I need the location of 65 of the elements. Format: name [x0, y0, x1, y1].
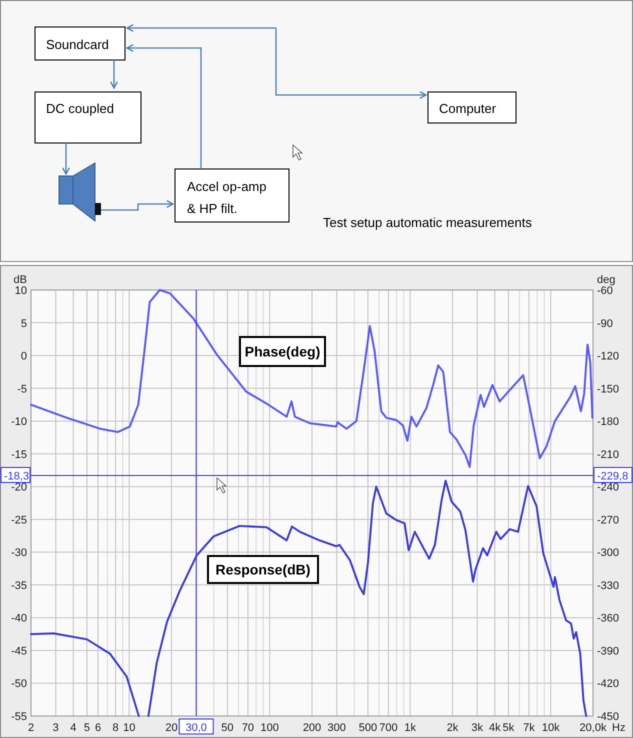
y2-tick-label: -300: [597, 547, 620, 560]
x-tick-label: 20,0k: [580, 722, 607, 734]
x-tick-label: 20: [165, 722, 178, 734]
y2-tick-label: -240: [597, 482, 620, 494]
text: DC coupled: [46, 101, 114, 116]
x-tick-label: 700: [379, 722, 398, 734]
y2-axis-title: deg: [597, 274, 616, 286]
y-tick-label: -25: [11, 514, 27, 526]
x-axis-title: Hz: [612, 722, 626, 734]
y2-tick-label: -360: [597, 612, 620, 625]
y2-tick-label: -330: [597, 580, 620, 592]
y-tick-label: -45: [11, 645, 27, 658]
y-tick-label: -10: [11, 416, 27, 428]
y-tick-label: 10: [14, 285, 27, 297]
x-tick-label: 300: [328, 722, 346, 734]
x-tick-label: 4k: [488, 722, 502, 734]
text: Soundcard: [46, 37, 109, 52]
x-tick-label: 3k: [471, 722, 484, 734]
text: Test setup automatic measurements: [323, 215, 532, 230]
y-tick-label: -35: [11, 580, 27, 592]
y-tick-label: -40: [11, 612, 27, 625]
y-tick-label: -20: [11, 482, 27, 494]
y-tick-label: 5: [20, 318, 27, 330]
text: -229,8: [597, 470, 628, 482]
x-tick-label: 500: [358, 722, 378, 734]
x-tick-label: 6: [94, 722, 102, 734]
x-tick-label: 1k: [404, 722, 417, 734]
ref-line-label: -18,3: [4, 470, 30, 482]
text: & HP filt.: [187, 201, 238, 216]
x-tick-label: 3: [52, 722, 59, 734]
y-axis-title: dB: [14, 274, 27, 286]
y-tick-label: -30: [11, 547, 27, 560]
x-tick-label: 7k: [523, 722, 536, 734]
y2-tick-label: -450: [597, 711, 620, 723]
y-tick-label: -5: [17, 383, 27, 396]
x-tick-label: 200: [302, 722, 322, 734]
series-label: Response(dB): [216, 562, 310, 578]
x-tick-label: 2: [28, 722, 34, 734]
ref-line-label: 30,0: [186, 722, 207, 734]
text: Computer: [439, 101, 497, 116]
x-tick-label: 50: [221, 722, 234, 734]
x-tick-label: 5k: [502, 722, 515, 734]
y-tick-label: 0: [20, 350, 27, 363]
y2-tick-label: -420: [597, 678, 620, 690]
x-tick-label: 8: [112, 722, 119, 734]
text: Accel op-amp: [187, 179, 266, 194]
y2-tick-label: -60: [597, 285, 613, 297]
y2-tick-label: -150: [597, 383, 620, 396]
y-tick-label: -15: [11, 448, 27, 461]
x-tick-label: 10: [123, 722, 136, 734]
x-tick-label: 2k: [446, 722, 459, 734]
x-tick-label: 100: [260, 722, 279, 734]
y-tick-label: -55: [11, 711, 27, 723]
x-tick-label: 5: [84, 722, 90, 734]
x-tick-label: 4: [70, 722, 76, 734]
y2-tick-label: -270: [597, 514, 620, 526]
x-tick-label: 10k: [542, 722, 560, 734]
y2-tick-label: -120: [597, 350, 620, 363]
y2-tick-label: -180: [597, 416, 620, 428]
x-tick-label: 70: [242, 722, 254, 734]
y2-tick-label: -90: [597, 318, 613, 330]
y-tick-label: -50: [11, 678, 27, 690]
y2-tick-label: -390: [597, 645, 620, 658]
series-label: Phase(deg): [244, 344, 320, 360]
y2-tick-label: -210: [597, 448, 620, 461]
